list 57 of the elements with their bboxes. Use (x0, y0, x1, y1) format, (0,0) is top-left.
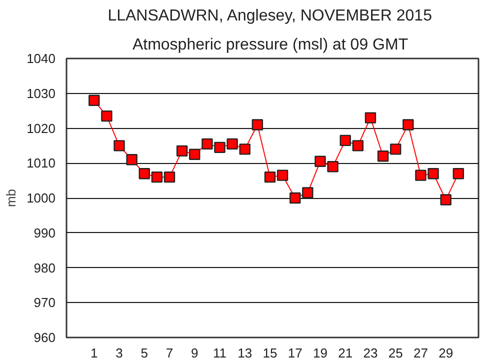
point (239, 144, 250, 155)
point (114, 140, 125, 152)
x-tick-label: 29 (438, 346, 454, 360)
point (264, 171, 276, 183)
point (88, 94, 100, 106)
point (202, 138, 213, 150)
x-tick-label: 7 (166, 346, 174, 360)
x-tick-label: 9 (191, 346, 198, 360)
x-tick-label: 27 (413, 346, 428, 360)
y-tick-label: 1040 (26, 51, 56, 66)
y-tick-label: 970 (34, 295, 56, 310)
point (151, 171, 163, 183)
point (415, 170, 426, 181)
y-tick-label: 1030 (26, 86, 56, 101)
point (402, 119, 414, 130)
y-tick-label: 980 (34, 260, 56, 276)
point (364, 112, 376, 124)
point (352, 140, 364, 152)
x-tick-label: 1 (90, 346, 98, 360)
y-tick-label: 960 (34, 330, 56, 345)
point (214, 142, 226, 154)
y-tick-label: 990 (34, 225, 56, 240)
y-tick-label: 1020 (26, 120, 56, 136)
y-tick-label: 1000 (26, 190, 56, 206)
point (276, 170, 288, 181)
point (189, 148, 200, 160)
x-tick-label: 13 (238, 346, 252, 360)
x-tick-label: 17 (288, 346, 302, 360)
x-tick-label: 21 (338, 346, 353, 360)
point (164, 171, 176, 183)
x-tick-label: 15 (262, 346, 278, 360)
x-tick-label: 25 (388, 346, 403, 360)
x-tick-label: 23 (363, 346, 378, 360)
point (226, 138, 238, 150)
point (440, 194, 452, 206)
point (138, 168, 150, 180)
x-tick-label: 5 (140, 346, 148, 360)
x-tick-label: 3 (116, 346, 123, 360)
x-tick-label: 11 (212, 346, 226, 360)
point (302, 187, 314, 198)
point (428, 168, 439, 180)
y-tick-label: 1010 (26, 156, 56, 171)
point (101, 110, 112, 122)
point (340, 134, 351, 146)
point (377, 150, 389, 162)
point (327, 161, 338, 172)
point (452, 168, 464, 180)
x-tick-label: 19 (313, 346, 328, 360)
point (290, 192, 301, 204)
chart-subtitle: Atmospheric pressure (msl) at 09 GMT (132, 36, 408, 54)
point (390, 144, 402, 155)
point (252, 119, 264, 130)
y-axis-title: mb (4, 188, 19, 208)
chart-title: LLANSADWRN, Anglesey, NOVEMBER 2015 (108, 8, 432, 24)
point (314, 156, 326, 167)
point (126, 154, 138, 166)
point (176, 145, 188, 157)
